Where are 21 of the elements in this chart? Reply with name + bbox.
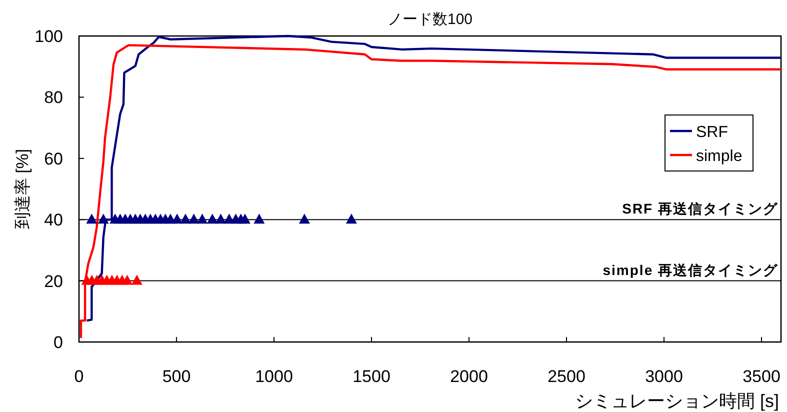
x-tick-label: 3500 <box>742 367 780 386</box>
ref-line-label: SRF 再送信タイミング <box>622 200 778 217</box>
ref-line-label: simple 再送信タイミング <box>602 262 778 278</box>
x-tick-label: 2500 <box>548 367 586 386</box>
y-tick-label: 0 <box>54 333 63 352</box>
y-tick-label: 20 <box>44 272 63 291</box>
legend-label: SRF <box>696 124 728 141</box>
y-tick-label: 80 <box>44 88 63 108</box>
y-tick-label: 60 <box>44 149 63 168</box>
x-axis-title: シミュレーション時間 [s] <box>574 391 779 411</box>
legend-label: simple <box>696 148 742 165</box>
x-tick-label: 1000 <box>255 367 293 386</box>
x-tick-label: 3000 <box>645 367 683 386</box>
x-tick-label: 500 <box>162 367 191 386</box>
x-tick-label: 0 <box>74 367 84 386</box>
x-tick-label: 2000 <box>450 367 488 386</box>
chart-title: ノード数100 <box>387 11 473 28</box>
y-tick-label: 100 <box>34 27 63 46</box>
y-tick-label: 40 <box>44 210 63 230</box>
y-axis-title: 到達率 [%] <box>13 148 32 230</box>
x-tick-label: 1500 <box>352 367 390 386</box>
